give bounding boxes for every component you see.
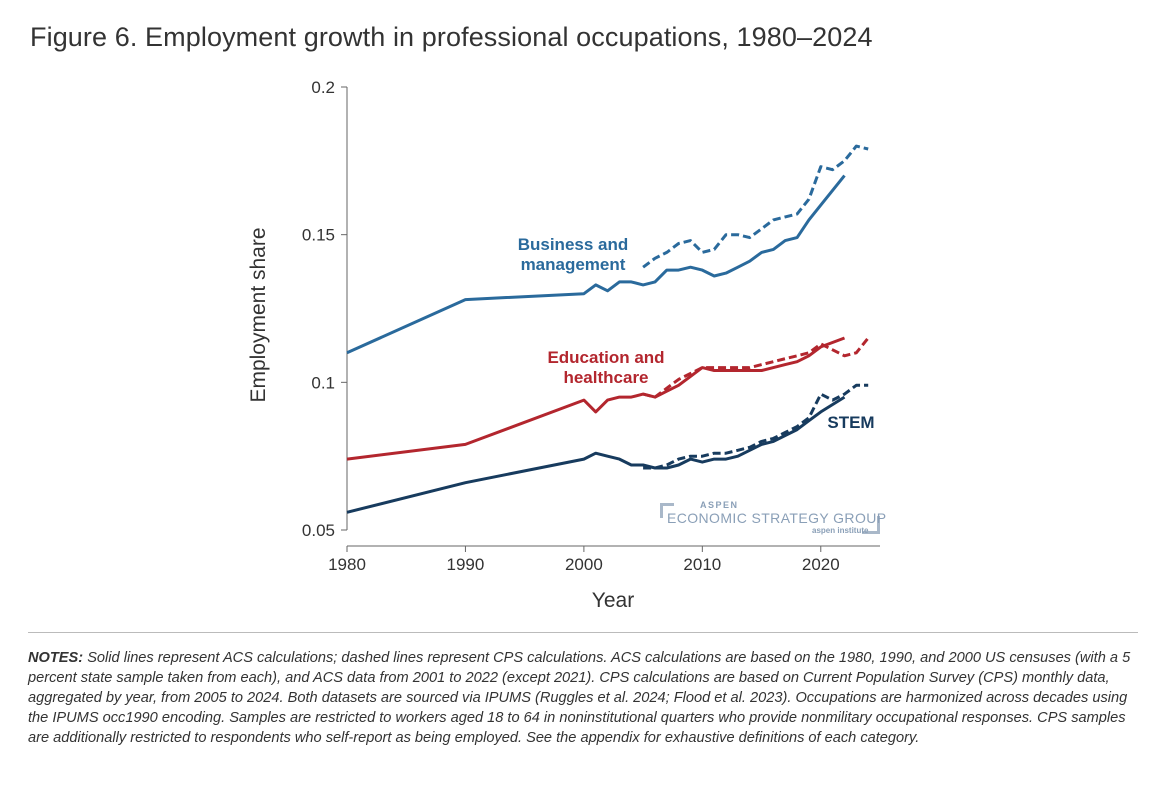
aspen-watermark: ASPEN ECONOMIC STRATEGY GROUP aspen inst… (660, 500, 886, 535)
x-tick-label: 1990 (447, 555, 485, 574)
watermark-institute-text: aspen institute (812, 526, 869, 535)
notes-divider (28, 632, 1138, 633)
series-line-4 (346, 395, 846, 514)
y-axis-title: Employment share (247, 227, 270, 402)
series-label-4: STEM (827, 413, 874, 432)
watermark-bracket-right (862, 516, 880, 534)
notes-text: Solid lines represent ACS calculations; … (28, 650, 1131, 746)
series-label-2: Education and (547, 348, 664, 367)
series-label-0: Business and (518, 235, 629, 254)
y-tick-label: 0.05 (302, 521, 335, 540)
notes-label: NOTES: (28, 650, 84, 666)
x-tick-label: 1980 (328, 555, 366, 574)
x-axis-title: Year (592, 589, 634, 612)
line-chart: 0.05 0.1 0.15 0.2 1980 1990 2000 2010 2020 Year Em… (247, 78, 886, 612)
series-line-1 (642, 144, 869, 269)
notes: NOTES: Solid lines represent ACS calcula… (28, 648, 1133, 748)
series-line-5 (643, 383, 869, 470)
series-group (346, 144, 870, 514)
watermark-esg-text: ECONOMIC STRATEGY GROUP (667, 510, 886, 526)
y-tick-label: 0.15 (302, 226, 335, 245)
x-tick-label: 2000 (565, 555, 603, 574)
series-line-0 (346, 174, 846, 355)
series-label-0: management (521, 255, 626, 274)
figure-title: Figure 6. Employment growth in professio… (30, 22, 873, 52)
watermark-bracket-left (660, 503, 674, 518)
axes: 0.05 0.1 0.15 0.2 1980 1990 2000 2010 2020 Year Em… (247, 78, 880, 612)
watermark-aspen-text: ASPEN (700, 500, 739, 510)
series-label-2: healthcare (563, 368, 648, 387)
y-tick-label: 0.2 (311, 78, 335, 97)
series-line-3 (642, 337, 870, 399)
x-tick-label: 2010 (683, 555, 721, 574)
x-tick-label: 2020 (802, 555, 840, 574)
y-tick-label: 0.1 (311, 373, 335, 392)
